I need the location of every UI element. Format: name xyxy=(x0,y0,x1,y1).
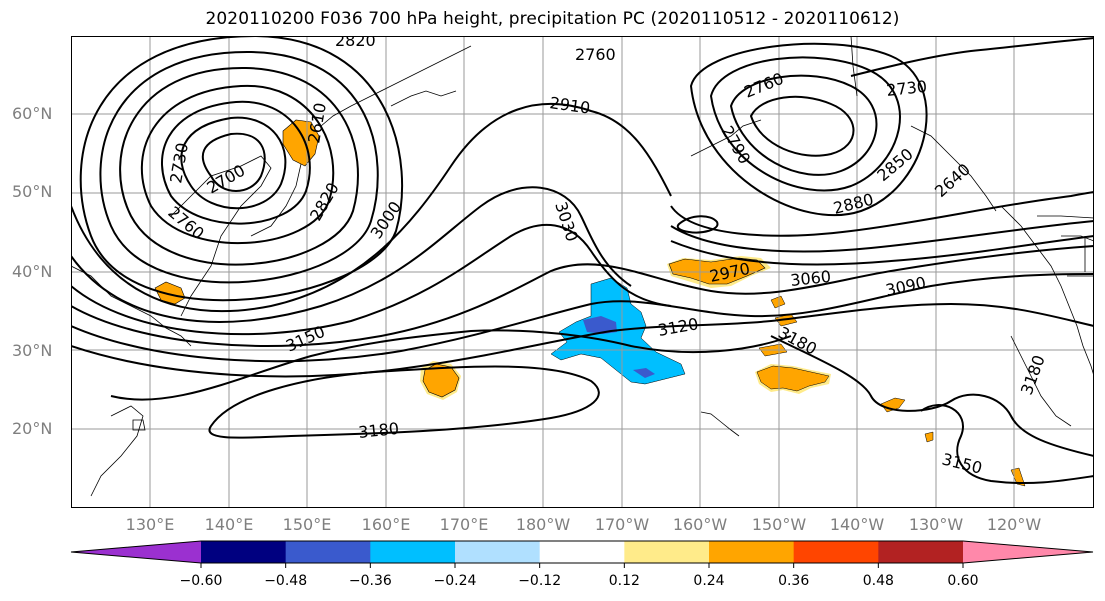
contour-3120 xyxy=(71,302,1094,378)
contour-2760-ne xyxy=(749,95,855,157)
precip-pos-132w xyxy=(924,431,934,443)
map-panel: 2820 2760 2910 2760 2730 2790 2850 2640 … xyxy=(71,36,1094,508)
colorbar-segment xyxy=(539,541,625,563)
precip-pos-midpacific-core xyxy=(422,363,460,398)
map-frame xyxy=(71,36,1094,508)
lon-label-140e: 140°E xyxy=(204,515,254,534)
precip-neg-darkblue-2 xyxy=(633,368,655,378)
height-contours xyxy=(71,36,1094,485)
lat-label-20: 20°N xyxy=(12,419,53,438)
contour-label: 2820 xyxy=(335,36,376,50)
colorbar-ticks: −0.60 −0.48 −0.36 −0.24 −0.12 0.12 0.24 0.36 0.4… xyxy=(180,563,979,589)
lat-label-30: 30°N xyxy=(12,341,53,360)
precip-pos-150w-d-core xyxy=(756,365,830,392)
colorbar-tick-label: −0.12 xyxy=(518,573,561,589)
contour-3000 xyxy=(71,186,632,323)
precip-pos-150w-a xyxy=(770,295,786,309)
contour-2730-ne xyxy=(850,37,1094,77)
contour-label: 2760 xyxy=(575,45,616,64)
lon-label-120w: 120°W xyxy=(986,515,1042,534)
colorbar-tick-label: −0.60 xyxy=(180,573,223,589)
colorbar-segment xyxy=(285,541,371,563)
contour-3090 xyxy=(71,273,1094,363)
contour-label: 3060 xyxy=(789,267,831,290)
colorbar-segment xyxy=(370,541,456,563)
colorbar-tick-label: 0.36 xyxy=(778,573,809,589)
lon-label-140w: 140°W xyxy=(829,515,885,534)
colorbar-segment xyxy=(878,541,964,563)
contour-2940 xyxy=(670,235,1094,266)
lon-label-160w: 160°W xyxy=(672,515,728,534)
colorbar-segment xyxy=(793,541,879,563)
lon-label-150w: 150°W xyxy=(751,515,807,534)
contour-2790-ne xyxy=(729,74,878,176)
contour-2760-low xyxy=(161,100,311,225)
contour-label: 3180 xyxy=(357,419,399,442)
contour-2850-ne xyxy=(689,42,928,217)
contour-3180-oval xyxy=(208,365,600,439)
colorbar-tick-label: −0.36 xyxy=(349,573,392,589)
colorbar-extend-max xyxy=(963,541,1093,563)
colorbar-segment xyxy=(455,541,541,563)
colorbar-extend-min xyxy=(71,541,201,563)
lon-label-150e: 150°E xyxy=(282,515,332,534)
contour-2880-ne xyxy=(670,191,1094,237)
colorbar: −0.60 −0.48 −0.36 −0.24 −0.12 0.12 0.24 0.36 0.4… xyxy=(70,540,1094,589)
colorbar-tick-label: −0.24 xyxy=(434,573,477,589)
colorbar-segment xyxy=(709,541,795,563)
contour-3150 xyxy=(110,329,792,401)
lon-label-160e: 160°E xyxy=(361,515,411,534)
contour-2730-low xyxy=(180,116,287,210)
lat-label-60: 60°N xyxy=(12,104,53,123)
colorbar-tick-label: −0.48 xyxy=(264,573,307,589)
colorbar-tick-label: 0.12 xyxy=(609,573,640,589)
graticule xyxy=(71,36,1094,508)
lon-label-130w: 130°W xyxy=(908,515,964,534)
lat-label-40: 40°N xyxy=(12,262,53,281)
contour-3180-east xyxy=(770,335,1094,457)
coastlines xyxy=(71,36,1094,497)
map-title: 2020110200 F036 700 hPa height, precipit… xyxy=(205,9,900,29)
colorbar-segments xyxy=(70,540,1094,564)
precip-neg-darkblue xyxy=(583,316,617,334)
lon-label-170e: 170°E xyxy=(439,515,489,534)
lon-label-130e: 130°E xyxy=(125,515,175,534)
colorbar-tick-label: 0.24 xyxy=(693,573,724,589)
contour-3060 xyxy=(71,245,1094,347)
contour-3030 xyxy=(71,223,672,336)
contour-2850 xyxy=(99,50,379,284)
contour-2820-ne xyxy=(709,56,901,192)
contour-2910-ne xyxy=(670,220,1094,253)
contour-2820 xyxy=(119,66,359,266)
contour-2700-low xyxy=(201,132,266,192)
contour-2880 xyxy=(79,36,404,302)
contour-small-oval xyxy=(676,215,719,234)
colorbar-segment xyxy=(201,541,287,563)
colorbar-tick-label: 0.48 xyxy=(863,573,894,589)
contour-2910-a xyxy=(71,102,672,313)
contour-label: 2730 xyxy=(885,77,927,100)
lon-label-170w: 170°W xyxy=(594,515,650,534)
contour-2790-low xyxy=(140,84,335,244)
contour-3150-east xyxy=(920,404,1094,485)
colorbar-tick-label: 0.60 xyxy=(947,573,978,589)
precip-pos-kamchatka xyxy=(282,119,320,167)
lon-label-180w: 180°W xyxy=(515,515,571,534)
colorbar-segment xyxy=(624,541,710,563)
lat-label-50: 50°N xyxy=(12,182,53,201)
